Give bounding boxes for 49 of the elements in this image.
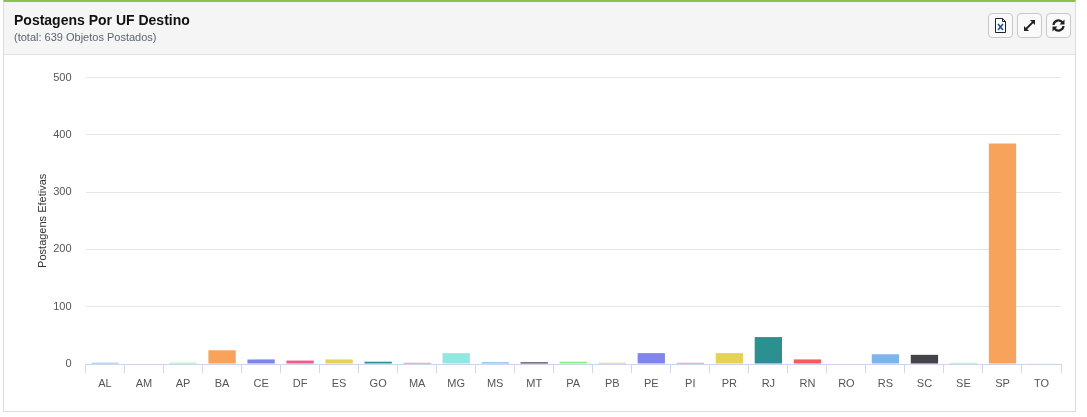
- bar: [325, 359, 353, 364]
- x-tick-label: PE: [643, 376, 659, 389]
- x-tick-label: RN: [799, 376, 816, 389]
- bar: [208, 350, 236, 364]
- x-tick-label: PB: [604, 376, 620, 389]
- bar: [247, 359, 275, 364]
- y-tick-label: 200: [53, 242, 72, 255]
- x-tick-label: MS: [486, 376, 504, 389]
- bar: [442, 353, 470, 364]
- x-tick-label: RO: [838, 376, 856, 389]
- x-tick-label: TO: [1033, 376, 1050, 389]
- bar: [988, 143, 1017, 364]
- bar: [286, 360, 314, 364]
- bar: [715, 353, 743, 364]
- x-tick-label: MG: [447, 376, 466, 389]
- x-tick-label: RJ: [761, 376, 776, 389]
- x-tick-label: PA: [566, 376, 581, 389]
- fullscreen-button[interactable]: [1017, 13, 1042, 38]
- y-axis-title: Postagens Efetivas: [35, 173, 48, 268]
- bar: [793, 359, 822, 364]
- y-tick-label: 400: [53, 127, 72, 140]
- x-tick-label: RS: [877, 376, 894, 389]
- refresh-button[interactable]: [1046, 13, 1071, 38]
- x-tick-label: MT: [526, 376, 543, 389]
- x-tick-label: ES: [331, 376, 347, 389]
- x-tick-label: PR: [721, 376, 738, 389]
- bar: [871, 354, 900, 364]
- export-button[interactable]: [988, 13, 1013, 38]
- x-tick-label: AM: [135, 376, 153, 389]
- x-tick-label: DF: [292, 376, 308, 389]
- chart-subtitle: (total: 639 Objetos Postados): [14, 31, 157, 43]
- y-tick-label: 500: [53, 70, 72, 83]
- x-tick-label: MA: [408, 376, 427, 389]
- x-tick-label: PI: [685, 376, 696, 389]
- y-tick-label: 0: [65, 357, 72, 370]
- chart-title: Postagens Por UF Destino: [14, 12, 190, 28]
- x-tick-label: AL: [98, 376, 112, 389]
- x-tick-label: SC: [916, 376, 933, 389]
- x-tick-label: AP: [175, 376, 191, 389]
- x-tick-label: SE: [956, 376, 971, 389]
- bar: [910, 354, 939, 364]
- bar: [637, 353, 665, 364]
- y-tick-label: 100: [53, 299, 72, 312]
- x-tick-label: CE: [253, 376, 269, 389]
- x-tick-label: SP: [995, 376, 1010, 389]
- y-tick-label: 300: [53, 185, 72, 198]
- bar: [754, 337, 783, 364]
- x-tick-label: BA: [214, 376, 231, 389]
- x-tick-label: GO: [369, 376, 388, 389]
